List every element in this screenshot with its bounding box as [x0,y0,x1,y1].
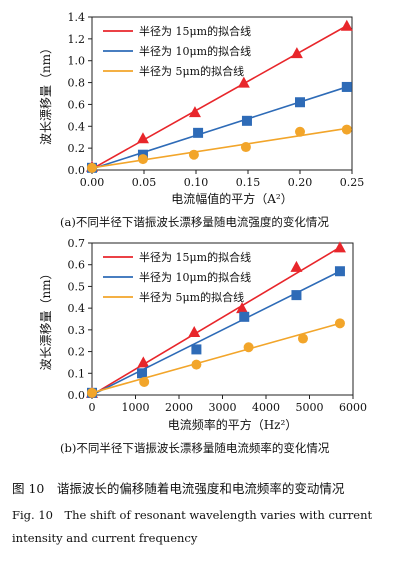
fit-line [91,322,341,394]
data-point [188,149,199,160]
data-point [239,311,250,322]
y-tick-label: 0.3 [68,324,86,337]
legend-label: 半径为 5μm的拟合线 [139,64,244,78]
y-tick-label: 0.0 [68,389,86,402]
x-tick-label: 1000 [122,401,150,414]
x-tick-label: 5000 [296,401,324,414]
x-tick-label: 0.10 [184,176,209,189]
x-tick-label: 0.25 [340,176,365,189]
series-group [86,241,346,398]
legend-label: 半径为 15μm的拟合线 [139,24,251,38]
data-point [237,76,250,88]
figure-caption-cn: 图 10 谐振波长的偏移随着电流强度和电流频率的变动情况 [12,481,345,496]
data-point [87,387,97,398]
y-axis-label: 波长漂移量（nm） [39,267,53,370]
y-tick-label: 0.7 [68,237,86,250]
chart-b-svg: 0 1000 2000 3000 4000 5000 6000 0.0 0.1 0.2 0.3 0.4… [39,237,367,455]
y-tick-label: 0.4 [68,302,86,315]
legend-label: 半径为 5μm的拟合线 [139,290,244,304]
legend-label: 半径为 15μm的拟合线 [139,250,251,264]
data-point [290,47,303,59]
fit-line [91,86,348,170]
chart-caption: (a)不同半径下谐振波长漂移量随电流强度的变化情况 [60,215,329,229]
x-tick-label: 2000 [165,401,193,414]
data-point [191,359,202,370]
data-point [243,342,254,353]
data-point [240,142,251,153]
y-tick-label: 0.2 [68,346,86,359]
x-tick-label: 0.05 [132,176,157,189]
data-point [188,106,201,118]
x-tick-label: 0.00 [80,176,105,189]
data-point [334,266,345,277]
data-point [295,97,305,108]
x-tick-label: 3000 [209,401,237,414]
x-tick-label: 4000 [252,401,280,414]
series-group [87,318,345,398]
y-tick-label: 0.6 [68,98,86,111]
x-axis-label: 电流幅值的平方（A²） [171,191,292,206]
x-axis-label: 电流频率的平方（Hz²） [168,417,298,432]
plot-frame [91,16,353,171]
legend-label: 半径为 10μm的拟合线 [139,270,251,284]
series-group [87,81,352,173]
data-point [290,260,303,272]
y-tick-label: 1.0 [68,55,86,68]
data-point [241,115,252,126]
figure-caption-en-line2: intensity and current frequency [12,531,198,545]
data-point [295,126,305,137]
data-point [188,326,201,338]
data-point [137,154,148,165]
data-point [136,132,149,144]
x-tick-label: 6000 [339,401,367,414]
data-point [291,290,302,301]
y-tick-label: 1.4 [68,11,86,24]
data-point [236,302,249,314]
fit-line [91,246,341,396]
chart-a: 0.00 0.05 0.10 0.15 0.20 0.25 0.0 0.2 0.4 0.6 0.8 1… [0,0,416,236]
fit-line [91,25,348,170]
x-tick-label: 0 [89,401,96,414]
data-point [341,124,352,135]
y-axis-label: 波长漂移量（nm） [39,42,53,145]
data-point [191,344,202,355]
data-point [333,241,346,253]
data-point [137,368,148,379]
data-point [340,19,353,31]
figure-caption-en: Fig. 10 The shift of resonant wavelength… [12,504,406,550]
y-tick-label: 0.8 [68,77,86,90]
fit-line [91,127,347,169]
chart-b: 0 1000 2000 3000 4000 5000 6000 0.0 0.1 0.2 0.3 0.4… [0,236,416,462]
y-tick-label: 1.2 [68,33,86,46]
y-tick-label: 0.4 [68,120,86,133]
data-point [137,356,150,368]
data-point [139,376,150,387]
legend-label: 半径为 10μm的拟合线 [139,44,251,58]
data-point [334,318,345,329]
x-tick-label: 0.20 [288,176,313,189]
data-point [297,333,308,344]
figure-caption-en-line1: Fig. 10 The shift of resonant wavelength… [12,508,373,522]
y-tick-label: 0.6 [68,259,86,272]
series-group [87,124,352,173]
y-tick-label: 0.2 [68,142,86,155]
data-point [193,127,204,138]
y-tick-label: 0.5 [68,280,86,293]
chart-a-svg: 0.00 0.05 0.10 0.15 0.20 0.25 0.0 0.2 0.4 0.6 0.8 1… [39,11,365,229]
chart-caption: (b)不同半径下谐振波长漂移量随电流频率的变化情况 [60,441,330,455]
data-point [341,81,352,92]
x-tick-label: 0.15 [236,176,261,189]
y-tick-label: 0.1 [68,367,86,380]
y-tick-label: 0.0 [68,164,86,177]
data-point [87,162,97,173]
